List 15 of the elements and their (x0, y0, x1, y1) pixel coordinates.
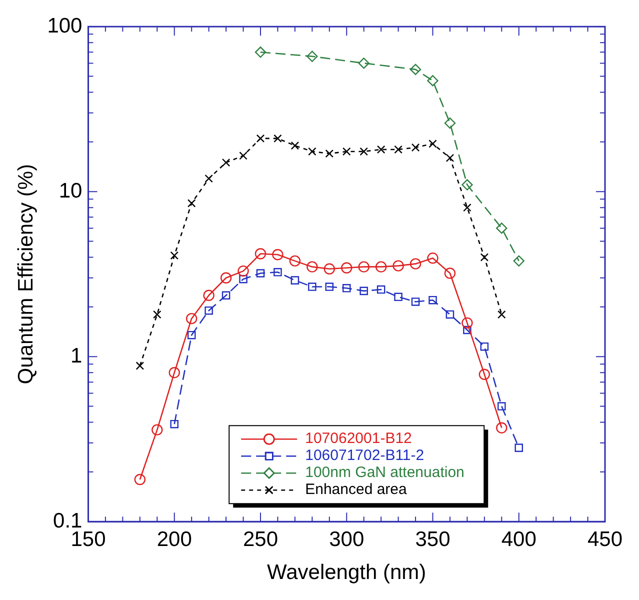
x-tick-label: 400 (501, 528, 536, 551)
y-tick-label: 10 (58, 179, 82, 202)
y-axis-title: Quantum Efficiency (%) (14, 164, 38, 384)
legend-label: 107062001-B12 (305, 430, 412, 448)
x-tick-label: 350 (415, 528, 450, 551)
x-tick-label: 200 (156, 528, 192, 551)
y-tick-label: 1 (70, 344, 82, 368)
legend-label: Enhanced area (305, 481, 408, 498)
x-tick-label: 250 (242, 528, 278, 551)
x-tick-label: 450 (587, 528, 623, 551)
legend-label: 106071702-B11-2 (305, 447, 424, 464)
x-tick-label: 300 (329, 528, 364, 551)
x-axis-title: Wavelength (nm) (267, 561, 426, 584)
y-tick-label: 100 (47, 14, 82, 38)
legend-label: 100nm GaN attenuation (305, 464, 464, 482)
